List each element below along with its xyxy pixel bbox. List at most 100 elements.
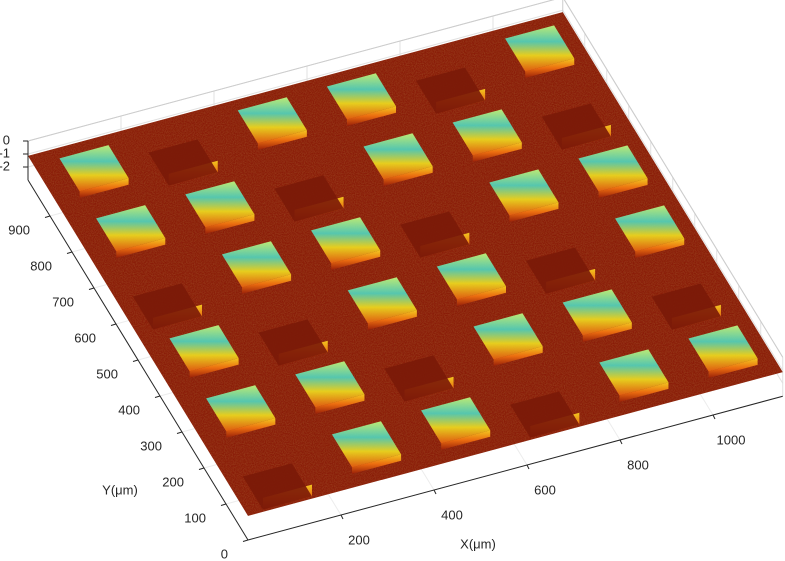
surface-step — [708, 358, 758, 379]
surface-plateau — [237, 97, 307, 144]
y-tick — [220, 503, 227, 506]
surface-step — [383, 166, 433, 186]
surface-step — [441, 430, 491, 450]
grid-line — [27, 9, 563, 155]
surface-plateau — [489, 169, 559, 216]
y-tick — [242, 539, 249, 542]
x-tick — [712, 414, 716, 420]
x-tick — [433, 489, 437, 495]
box-edge — [563, 0, 784, 358]
x-tick-label: 200 — [348, 532, 370, 547]
y-tick — [66, 251, 73, 254]
surface-plateau — [331, 421, 402, 468]
y-tick — [110, 323, 117, 326]
surface-plateau — [169, 325, 239, 372]
surface-step — [493, 346, 543, 366]
surface-step — [352, 454, 402, 474]
surface-plateau — [274, 175, 344, 222]
surface-plateau — [562, 289, 632, 336]
y-tick — [88, 287, 95, 290]
surface-plateau — [541, 103, 611, 150]
surface-plateau — [363, 133, 433, 180]
surface-plateau — [185, 181, 255, 228]
y-tick — [176, 431, 183, 434]
y-tick — [154, 395, 161, 398]
y-tick-label: 0 — [221, 546, 228, 561]
surface-step — [472, 142, 522, 162]
surface-step — [315, 394, 365, 414]
x-tick-label: 400 — [441, 507, 463, 522]
surface-plateau — [473, 313, 543, 360]
surface-plateau — [148, 139, 218, 186]
x-tick-label: 800 — [627, 457, 649, 472]
surface-plateau — [578, 145, 648, 192]
surface-plateau — [510, 391, 580, 438]
y-tick-label: 600 — [74, 330, 96, 345]
surface-plateau — [206, 385, 276, 432]
z-tick-label: -1 — [0, 145, 10, 160]
z-tick-label: 0 — [3, 132, 10, 147]
surface-plateau — [651, 283, 721, 330]
y-tick — [132, 359, 139, 362]
surface-plateau — [505, 25, 575, 72]
surface-step — [582, 322, 632, 342]
surface-step — [367, 310, 417, 330]
y-tick-label: 200 — [162, 474, 184, 489]
y-tick-label: 900 — [8, 222, 30, 237]
z-tick-label: -2 — [0, 158, 10, 173]
x-tick — [340, 514, 344, 520]
surface-plateau — [415, 67, 486, 114]
surface-step — [257, 130, 307, 150]
y-axis-title: Y(μm) — [102, 482, 138, 497]
surface-step — [79, 178, 129, 198]
x-tick — [526, 464, 530, 470]
x-tick — [619, 439, 623, 445]
y-tick-label: 700 — [52, 294, 74, 309]
surface-step — [205, 214, 255, 234]
surface-plateau — [132, 283, 202, 330]
x-tick-label: 600 — [534, 482, 556, 497]
surface-plateau — [96, 205, 166, 252]
surface-plateau — [242, 463, 312, 510]
surface-plateau — [452, 109, 522, 156]
y-tick-label: 300 — [140, 438, 162, 453]
surface-step — [242, 274, 292, 294]
surface-step — [456, 286, 507, 306]
grid-line — [562, 9, 784, 371]
y-tick — [198, 467, 205, 470]
y-tick-label: 500 — [96, 366, 118, 381]
surface-step — [619, 382, 669, 402]
axes: 200 400 600 800 1000 0 100 200 300 400 500 600 700 80… — [0, 132, 783, 561]
surface-plateau — [295, 361, 365, 408]
surface-plateau — [59, 145, 129, 192]
surface-plateau — [525, 247, 596, 294]
surface-plateau — [258, 319, 328, 366]
y-tick — [44, 215, 51, 218]
x-tick-label: 1000 — [717, 432, 746, 447]
box-edge — [27, 0, 555, 142]
surface-plateau — [400, 211, 470, 258]
surface-step — [189, 358, 239, 378]
surface-step — [598, 178, 648, 199]
surface-step — [346, 106, 397, 126]
surface-step — [331, 250, 381, 270]
surface-plateau — [615, 205, 685, 252]
surface-plateau — [347, 277, 417, 324]
surface-plateau — [221, 241, 292, 288]
surface-step — [226, 418, 276, 438]
x-axis-line — [247, 395, 783, 541]
x-axis-title: X(μm) — [460, 536, 496, 551]
surface-plateau — [311, 217, 381, 264]
surface-plateau — [436, 253, 507, 300]
surface — [28, 12, 783, 516]
surface-plateau — [326, 73, 397, 120]
surface-plateau — [421, 397, 491, 444]
surface-step — [525, 58, 575, 79]
surface-step — [116, 238, 166, 258]
surface-plateau — [384, 355, 454, 402]
surface-step — [509, 202, 559, 222]
y-tick-label: 400 — [118, 402, 140, 417]
surface-step — [635, 238, 685, 259]
y-tick-label: 100 — [184, 510, 206, 525]
